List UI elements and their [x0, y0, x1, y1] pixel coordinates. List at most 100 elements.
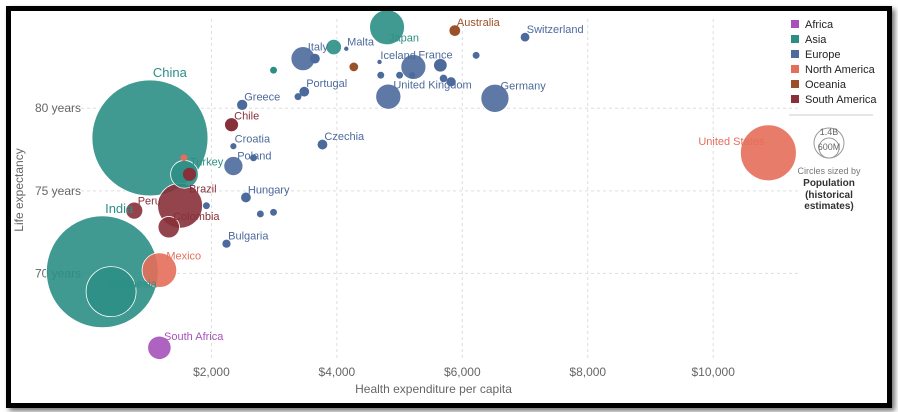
point-label: Indonesia — [109, 279, 158, 291]
data-point[interactable] — [202, 202, 210, 210]
point-label: Japan — [389, 32, 419, 44]
grid-lines — [51, 19, 801, 361]
data-points — [46, 11, 797, 360]
legend-swatch[interactable] — [791, 95, 799, 103]
data-point[interactable] — [344, 46, 349, 51]
size-legend-measure[interactable]: Population — [803, 178, 855, 189]
point-label: Hungary — [248, 184, 290, 196]
data-point[interactable] — [325, 38, 342, 56]
legend-swatch[interactable] — [791, 35, 799, 43]
data-point[interactable] — [237, 99, 248, 111]
data-point[interactable] — [256, 210, 264, 218]
point-label: Portugal — [306, 78, 347, 90]
point-label: Mexico — [166, 250, 201, 262]
point-label: United Kingdom — [393, 79, 471, 91]
data-point[interactable] — [249, 154, 257, 162]
data-point[interactable] — [480, 83, 510, 113]
data-point[interactable] — [180, 154, 188, 162]
data-point[interactable] — [270, 66, 277, 74]
data-point[interactable] — [409, 72, 416, 79]
legend-label[interactable]: Oceania — [805, 79, 847, 91]
point-label: Italy — [308, 42, 329, 54]
x-axis-title: Health expenditure per capita — [355, 382, 512, 396]
point-label: Czechia — [324, 131, 365, 143]
x-tick-label: $4,000 — [319, 365, 356, 379]
data-point[interactable] — [369, 11, 405, 46]
legend-label[interactable]: North America — [805, 64, 876, 76]
point-label: Poland — [237, 150, 271, 162]
size-legend-measure-note: (historical estimates) — [804, 190, 853, 212]
legend-label[interactable]: Africa — [805, 19, 834, 31]
y-tick-label: 75 years — [35, 184, 81, 198]
data-point[interactable] — [294, 93, 302, 101]
data-point[interactable] — [472, 51, 480, 59]
data-point[interactable] — [375, 83, 402, 110]
data-point[interactable] — [439, 74, 448, 83]
data-point[interactable] — [125, 201, 144, 220]
size-legend-note: Circles sized by — [797, 166, 861, 176]
data-point[interactable] — [223, 156, 244, 176]
point-label: United States — [698, 136, 765, 148]
point-label: Germany — [501, 80, 547, 92]
data-point[interactable] — [349, 62, 359, 72]
data-point[interactable] — [230, 143, 237, 150]
x-tick-label: $6,000 — [444, 365, 481, 379]
point-label: Turkey — [190, 156, 224, 168]
size-legend-value-small: 600M — [818, 142, 841, 152]
legend-swatch[interactable] — [791, 50, 799, 58]
point-label: Greece — [244, 91, 280, 103]
data-point[interactable] — [85, 266, 137, 318]
legend-swatch[interactable] — [791, 80, 799, 88]
data-point[interactable] — [396, 71, 404, 79]
data-point[interactable] — [157, 216, 180, 239]
point-label: Malta — [347, 37, 375, 49]
legend-label[interactable]: Asia — [805, 34, 827, 46]
data-point[interactable] — [141, 252, 178, 288]
data-point[interactable] — [433, 58, 447, 72]
data-point[interactable] — [224, 118, 239, 132]
legend-swatch[interactable] — [791, 20, 799, 28]
point-label: Switzerland — [527, 24, 584, 36]
data-point[interactable] — [310, 53, 320, 64]
data-point[interactable] — [270, 208, 277, 216]
data-point[interactable] — [182, 167, 197, 181]
data-point[interactable] — [740, 124, 797, 182]
point-label: Australia — [457, 17, 501, 29]
data-point[interactable] — [446, 77, 456, 87]
point-labels: China India Indonesia Japan Turkey United Sta… — [105, 17, 765, 343]
legend-label[interactable]: South America — [805, 94, 877, 106]
size-legend: 1.4B 600M Circles sized by Population (h… — [797, 127, 861, 212]
point-label: Colombia — [173, 211, 220, 223]
legend-label[interactable]: Europe — [805, 49, 840, 61]
data-point[interactable] — [377, 71, 385, 79]
data-point[interactable] — [400, 54, 427, 80]
continent-legend[interactable]: Africa Asia Europe North America Oceania Sout… — [791, 19, 877, 106]
point-label: India — [105, 201, 134, 216]
data-point[interactable] — [241, 192, 251, 203]
x-tick-label: $8,000 — [569, 365, 606, 379]
point-label: Brazil — [189, 183, 217, 195]
point-label: Chile — [234, 110, 259, 122]
data-point[interactable] — [449, 25, 461, 36]
y-tick-label: 80 years — [35, 101, 81, 115]
point-label: Bulgaria — [228, 231, 269, 243]
point-label: France — [418, 50, 452, 62]
point-label: South Africa — [164, 331, 224, 343]
point-label: Iceland — [380, 50, 415, 62]
data-point[interactable] — [377, 59, 382, 65]
x-tick-label: $10,000 — [691, 365, 735, 379]
size-legend-circle-small — [818, 137, 840, 159]
legend-swatch[interactable] — [791, 65, 799, 73]
data-point[interactable] — [317, 139, 328, 150]
data-point[interactable] — [520, 32, 530, 42]
data-point[interactable] — [222, 239, 231, 248]
size-legend-value-large: 1.4B — [820, 127, 839, 137]
x-tick-label: $2,000 — [193, 365, 230, 379]
data-point[interactable] — [147, 335, 172, 360]
y-axis-title: Life expectancy — [12, 148, 26, 231]
data-point[interactable] — [299, 86, 310, 97]
x-axis-ticks: $2,000 $4,000 $6,000 $8,000 $10,000 — [193, 365, 735, 379]
point-label: China — [153, 65, 188, 80]
